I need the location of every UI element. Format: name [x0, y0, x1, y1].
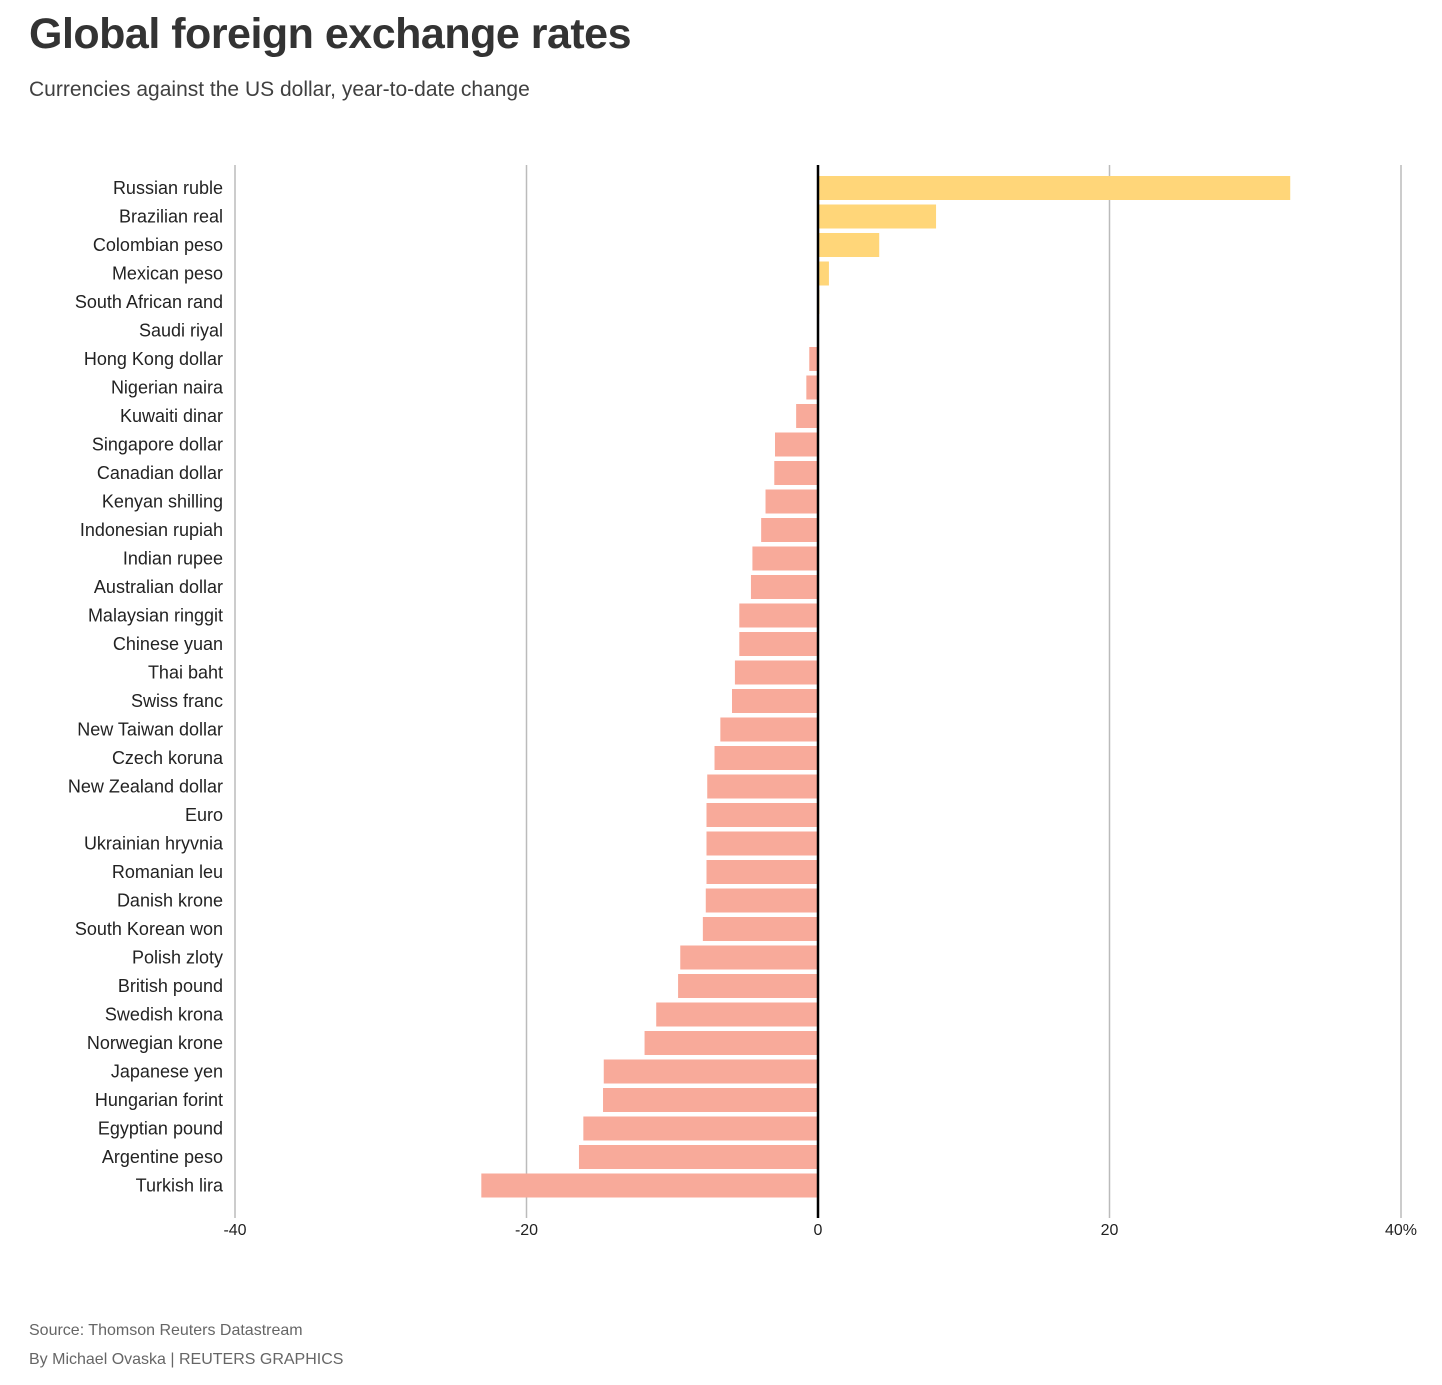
x-tick-label: -40: [223, 1222, 246, 1239]
bar: [734, 660, 818, 685]
category-label: Saudi riyal: [139, 321, 223, 341]
bar: [705, 888, 818, 913]
chart-title: Global foreign exchange rates: [29, 10, 632, 58]
category-label: Mexican peso: [112, 264, 223, 284]
bar: [761, 518, 818, 542]
bars: [481, 176, 1291, 1198]
bar: [706, 831, 818, 856]
category-label: Romanian leu: [112, 862, 223, 882]
category-label: Russian ruble: [113, 178, 223, 198]
bar: [750, 575, 818, 599]
category-label: Chinese yuan: [113, 634, 223, 654]
bar: [578, 1145, 818, 1169]
category-label: Argentine peso: [102, 1147, 223, 1167]
category-label: Colombian peso: [93, 235, 223, 255]
category-label: Swiss franc: [131, 691, 223, 711]
bar-chart: Russian ruble Brazilian real Colombian pes…: [68, 165, 1417, 1239]
category-label: Czech koruna: [112, 748, 224, 768]
category-label: Nigerian naira: [111, 378, 224, 398]
bar: [739, 632, 818, 656]
bar: [752, 546, 818, 571]
bar: [680, 945, 818, 970]
bar: [603, 1059, 818, 1084]
category-label: Canadian dollar: [97, 463, 223, 483]
category-label: Malaysian ringgit: [88, 606, 223, 626]
category-label: Japanese yen: [111, 1062, 223, 1082]
category-label: South Korean won: [75, 919, 223, 939]
gridlines: [234, 165, 1402, 1218]
byline: By Michael Ovaska | REUTERS GRAPHICS: [29, 1351, 344, 1368]
bar: [481, 1173, 818, 1198]
bar: [818, 176, 1291, 200]
bar: [702, 917, 818, 941]
category-label: Kuwaiti dinar: [120, 406, 223, 426]
category-label: Swedish krona: [105, 1005, 224, 1025]
bar: [714, 746, 818, 770]
category-label: Kenyan shilling: [102, 492, 223, 512]
bar: [818, 261, 829, 286]
x-tick-label: -20: [515, 1222, 538, 1239]
bar: [706, 860, 818, 884]
x-tick-label: 40%: [1385, 1222, 1417, 1239]
category-label: Thai baht: [148, 663, 223, 683]
bar: [818, 204, 937, 229]
bar: [739, 603, 818, 628]
category-label: Euro: [185, 805, 223, 825]
x-axis-ticks: -40 -20 0 20 40%: [223, 1222, 1417, 1239]
bar: [765, 489, 818, 514]
bar: [796, 404, 818, 428]
bar: [644, 1031, 818, 1055]
bar: [603, 1088, 818, 1112]
bar: [732, 689, 818, 713]
category-label: New Zealand dollar: [68, 777, 223, 797]
category-label: Egyptian pound: [98, 1119, 223, 1139]
bar: [720, 717, 818, 742]
category-label: Brazilian real: [119, 207, 223, 227]
category-label: South African rand: [75, 292, 223, 312]
category-label: Indian rupee: [123, 549, 223, 569]
category-labels: Russian ruble Brazilian real Colombian pes…: [68, 178, 224, 1196]
source-note: Source: Thomson Reuters Datastream: [29, 1322, 303, 1339]
category-label: Ukrainian hryvnia: [84, 834, 224, 854]
bar: [583, 1116, 818, 1141]
bar: [706, 803, 818, 827]
bar: [775, 432, 818, 457]
x-tick-label: 20: [1101, 1222, 1119, 1239]
bar: [809, 347, 818, 371]
category-label: New Taiwan dollar: [77, 720, 223, 740]
category-label: Danish krone: [117, 891, 223, 911]
category-label: Hong Kong dollar: [84, 349, 223, 369]
category-label: Hungarian forint: [95, 1090, 223, 1110]
category-label: Australian dollar: [94, 577, 223, 597]
bar: [818, 233, 880, 257]
category-label: British pound: [118, 976, 223, 996]
category-label: Singapore dollar: [92, 435, 223, 455]
bar: [678, 974, 818, 998]
chart-subtitle: Currencies against the US dollar, year-t…: [29, 78, 530, 101]
bar: [774, 461, 818, 485]
x-tick-label: 0: [814, 1222, 823, 1239]
category-label: Indonesian rupiah: [80, 520, 223, 540]
category-label: Turkish lira: [136, 1176, 224, 1196]
bar: [707, 774, 818, 799]
category-label: Norwegian krone: [87, 1033, 223, 1053]
category-label: Polish zloty: [132, 948, 223, 968]
bar: [806, 375, 818, 400]
bar: [656, 1002, 818, 1027]
